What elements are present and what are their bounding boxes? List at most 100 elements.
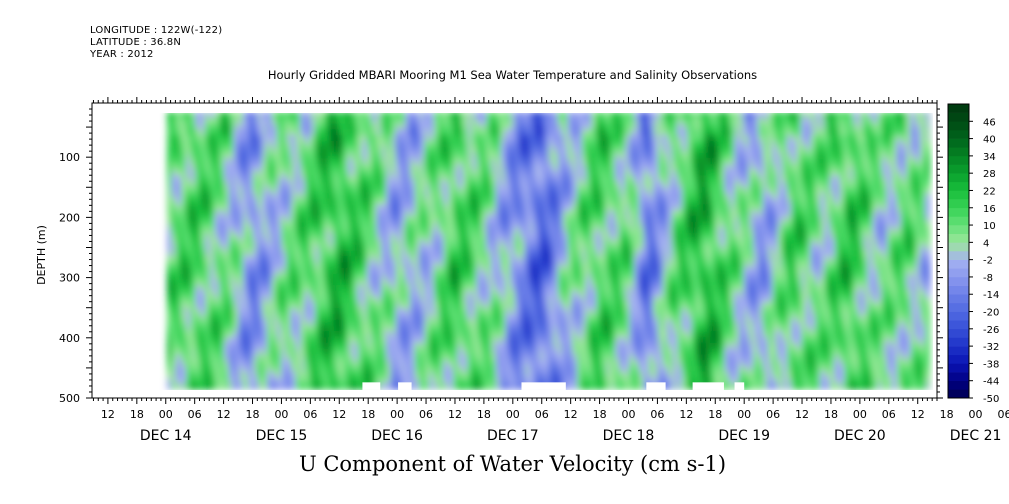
heatmap-cell xyxy=(610,146,616,154)
heatmap-cell xyxy=(300,279,306,286)
heatmap-cell xyxy=(252,175,259,183)
heatmap-cell xyxy=(200,233,206,240)
heatmap-cell xyxy=(338,192,344,200)
heatmap-cell xyxy=(576,313,583,321)
heatmap-cell xyxy=(386,204,392,211)
heatmap-cell xyxy=(209,233,216,240)
heatmap-cell xyxy=(595,313,602,321)
heatmap-cell xyxy=(338,233,344,240)
heatmap-cell xyxy=(529,181,535,188)
heatmap-cell xyxy=(204,365,211,373)
heatmap-cell xyxy=(543,319,550,327)
heatmap-cell xyxy=(214,273,220,281)
heatmap-cell xyxy=(467,256,473,263)
heatmap-cell xyxy=(357,262,364,269)
heatmap-cell xyxy=(557,308,564,315)
heatmap-cell xyxy=(214,152,220,159)
heatmap-cell xyxy=(371,365,378,373)
heatmap-cell xyxy=(505,117,511,125)
heatmap-cell xyxy=(481,256,488,263)
heatmap-cell xyxy=(619,302,626,309)
heatmap-cell xyxy=(581,319,588,327)
heatmap-cell xyxy=(223,152,230,159)
heatmap-cell xyxy=(533,325,540,333)
heatmap-cell xyxy=(553,238,559,246)
heatmap-cell xyxy=(319,337,325,344)
heatmap-cell xyxy=(190,227,197,234)
heatmap-cell xyxy=(243,377,249,384)
heatmap-cell xyxy=(433,302,440,309)
heatmap-cell xyxy=(228,290,235,298)
heatmap-cell xyxy=(166,285,173,292)
heatmap-cell xyxy=(486,169,492,177)
heatmap-cell xyxy=(533,290,540,298)
heatmap-cell xyxy=(190,113,197,119)
heatmap-cell xyxy=(200,365,206,373)
heatmap-cell xyxy=(524,117,530,125)
heatmap-cell xyxy=(376,285,383,292)
heatmap-cell xyxy=(352,267,359,275)
heatmap-cell xyxy=(328,215,335,223)
heatmap-cell xyxy=(610,158,616,165)
heatmap-cell xyxy=(233,227,240,234)
heatmap-cell xyxy=(500,360,507,367)
heatmap-cell xyxy=(443,337,449,344)
heatmap-cell xyxy=(653,365,659,373)
heatmap-cell xyxy=(223,198,230,206)
heatmap-cell xyxy=(562,360,569,367)
heatmap-cell xyxy=(495,175,502,183)
heatmap-cell xyxy=(467,181,473,188)
heatmap-cell xyxy=(295,365,302,373)
heatmap-cell xyxy=(615,342,621,350)
heatmap-cell xyxy=(581,215,588,223)
heatmap-cell xyxy=(405,221,411,229)
heatmap-cell xyxy=(524,140,530,148)
heatmap-cell xyxy=(624,204,631,211)
heatmap-cell xyxy=(271,227,278,234)
heatmap-cell xyxy=(276,152,282,159)
heatmap-cell xyxy=(333,365,340,373)
heatmap-cell xyxy=(576,169,583,177)
heatmap-cell xyxy=(491,383,497,390)
heatmap-cell xyxy=(457,215,464,223)
heatmap-cell xyxy=(557,285,564,292)
heatmap-cell xyxy=(319,342,325,350)
heatmap-cell xyxy=(395,348,402,356)
heatmap-cell xyxy=(376,296,383,304)
heatmap-cell xyxy=(371,308,378,315)
heatmap-cell xyxy=(200,262,206,269)
heatmap-cell xyxy=(600,296,607,304)
heatmap-cell xyxy=(419,152,426,159)
heatmap-cell xyxy=(405,308,411,315)
heatmap-cell xyxy=(433,348,440,356)
heatmap-cell xyxy=(429,325,435,333)
heatmap-cell xyxy=(238,273,244,281)
heatmap-cell xyxy=(333,187,340,194)
heatmap-cell xyxy=(371,342,378,350)
heatmap-cell xyxy=(533,215,540,223)
heatmap-cell xyxy=(491,331,497,338)
heatmap-cell xyxy=(448,377,454,384)
heatmap-cell xyxy=(429,365,435,373)
heatmap-cell xyxy=(405,113,411,119)
heatmap-cell xyxy=(281,302,287,309)
heatmap-cell xyxy=(538,256,545,263)
heatmap-cell xyxy=(581,192,588,200)
heatmap-cell xyxy=(638,198,645,206)
heatmap-cell xyxy=(619,348,626,356)
heatmap-cell xyxy=(595,279,602,286)
heatmap-cell xyxy=(510,365,516,373)
heatmap-cell xyxy=(519,285,526,292)
heatmap-cell xyxy=(223,354,230,361)
heatmap-cell xyxy=(200,227,206,234)
heatmap-cell xyxy=(214,117,220,125)
heatmap-cell xyxy=(471,360,478,367)
heatmap-cell xyxy=(600,146,607,154)
heatmap-cell xyxy=(643,140,650,148)
heatmap-cell xyxy=(386,158,392,165)
heatmap-cell xyxy=(529,215,535,223)
heatmap-cell xyxy=(514,227,521,234)
heatmap-cell xyxy=(247,285,254,292)
heatmap-cell xyxy=(657,221,664,229)
heatmap-cell xyxy=(343,313,349,321)
